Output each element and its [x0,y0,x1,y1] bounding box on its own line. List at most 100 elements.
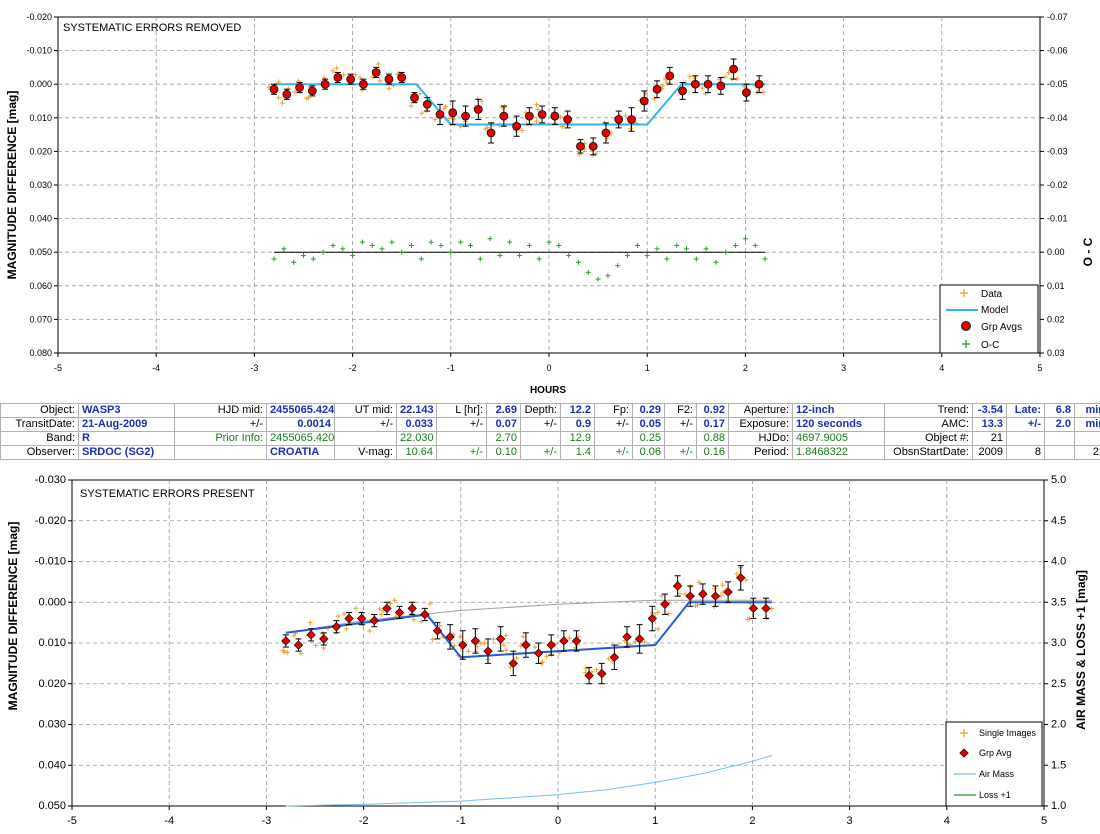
oc-point [467,242,473,248]
f2-value: 0.92 [696,403,729,418]
data-point [632,638,638,644]
x-tick-label: -4 [164,815,174,827]
grp-avg-point [665,71,675,81]
x-tick-label: -5 [54,363,62,373]
data-point [722,74,728,80]
grp-avg-point [293,640,304,650]
grp-avg-point [571,636,582,646]
legend-oc-label: O-C [981,340,999,351]
y2-tick-label: 2.5 [1051,678,1066,690]
top-ticks: -5 -4 -3 -2 -1 0 1 2 3 4 5 -0.020 -0.010 0.000 0.010 0.… [26,12,1067,373]
y-tick-label: 0.010 [29,113,52,123]
vmag-err-label-1: +/- [436,445,487,460]
y2-tick-label: 4.0 [1051,556,1066,568]
data-point [535,106,541,112]
oc-point [546,239,552,245]
data-point [387,600,393,606]
data-point [484,125,490,131]
grp-avg-point [754,79,764,89]
grp-avg-point [672,581,683,591]
grp-avg-point [346,74,355,84]
trend-label: Trend: [884,403,973,418]
x-tick-label: 1 [652,815,658,827]
top-legend: Data Model Grp Avgs O-C [939,284,1039,354]
prior-blank-2 [436,431,487,446]
late-err-value: 2.0 [1044,417,1075,432]
y-tick-label: 0.040 [38,759,66,771]
oc-point [566,253,572,259]
data-point [699,85,705,91]
late-value: 6.8 [1044,403,1075,418]
data-point [534,102,540,108]
prior-info-label: Prior Info: [174,431,267,446]
oc-point [536,256,542,262]
data-point [478,641,484,647]
data-point [519,127,525,133]
data-point [507,664,513,670]
data-point [352,72,358,78]
grp-avg-point [432,626,443,636]
row3-blank-c [1074,431,1100,446]
bottom-legend: Single Images Grp Avg Air Mass Loss +1 [945,721,1043,807]
y-tick-label: 0.030 [29,180,52,190]
data-point [501,642,507,648]
top-x-axis-label: HOURS [530,385,566,396]
y-tick-label: 0.060 [29,281,52,291]
y-tick-label: 0.080 [29,348,52,358]
legend-loss-label: Loss +1 [979,790,1011,800]
fp-err-label: +/- [594,417,633,432]
grp-avg-point [584,670,594,681]
oc-point [693,256,699,262]
data-point [359,87,365,93]
data-point [606,656,612,662]
y-tick-label: 0.030 [38,719,66,731]
grp-avg-point [634,634,645,644]
grp-avg-point [356,613,367,624]
data-point [628,125,634,131]
grp-avg-point [690,79,700,89]
x-tick-label: 2 [743,363,748,373]
data-point [377,78,383,84]
legend-model-label: Model [981,305,1008,316]
oc-point [271,256,277,262]
oc-point [674,242,680,248]
top-chart: -5 -4 -3 -2 -1 0 1 2 3 4 5 -0.020 -0.010 0.000 0.010 0.… [5,12,1095,396]
bottom-y-axis-label: MAGNITUDE DIFFERENCE [mag] [6,522,20,711]
x-tick-label: 3 [847,815,853,827]
grp-avg-point [550,111,560,121]
y2-tick-label: -0.05 [1047,79,1068,89]
bottom-chart-title: SYSTEMATIC ERRORS PRESENT [80,488,255,500]
bottom-ticks: -5 -4 -3 -2 -1 0 1 2 3 4 5 -0.030 -0.020 -0.010 0.000 0… [35,474,1067,827]
oc-point [507,239,513,245]
oc-point [752,242,758,248]
data-point [276,95,282,101]
air-mass-line [285,755,772,807]
legend-oc-icon [962,340,970,348]
x-tick-label: -3 [262,815,272,827]
row4-blank [174,445,267,460]
hjd-err-label: +/- [174,417,267,432]
observer-label: Observer: [0,445,79,460]
grp-avg-point [639,96,649,106]
grp-avg-point [761,603,771,614]
y-tick-label: -0.030 [35,474,66,486]
oc-point [683,246,689,252]
fp-err-value: 0.05 [632,417,665,432]
vmag-err-label-3: +/- [594,445,633,460]
data-point [307,620,313,626]
y-tick-label: 0.050 [38,800,66,812]
grp-avg-point [461,111,470,121]
oc-point [389,239,395,245]
oc-point [340,246,346,252]
ut-mid-value: 22.143 [396,403,437,418]
length-err-label: +/- [436,417,487,432]
oc-point [281,246,287,252]
oc-point [438,242,444,248]
y-tick-label: 0.000 [38,596,66,608]
data-point [443,103,449,109]
grp-avg-point [622,632,632,642]
data-point [353,605,359,611]
data-point [659,593,665,599]
grp-avg-point [685,591,695,601]
legend-single-images-icon [960,729,968,737]
